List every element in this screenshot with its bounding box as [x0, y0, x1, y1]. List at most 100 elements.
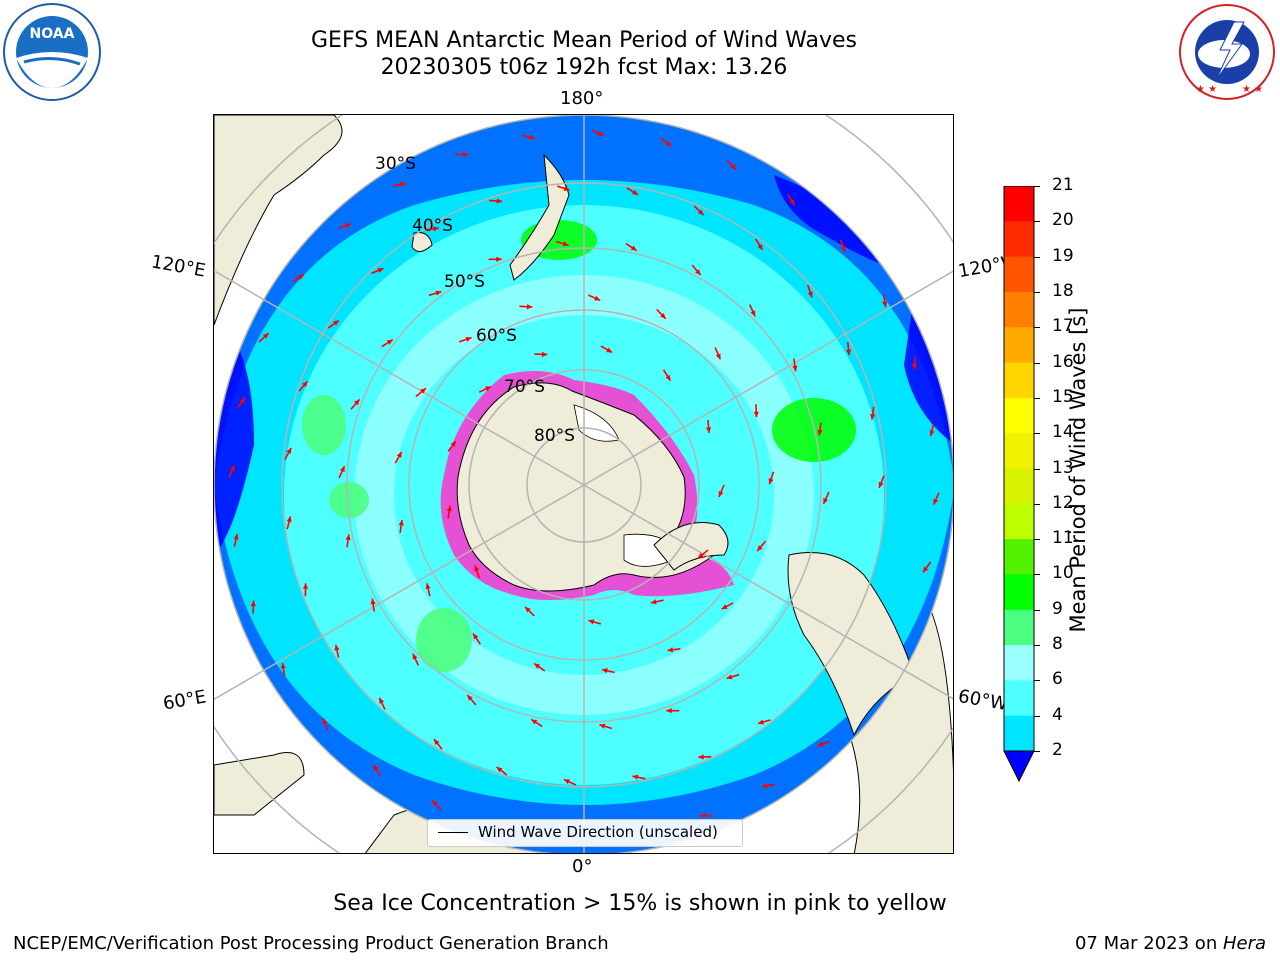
colorbar: [1000, 185, 1040, 786]
wind-arrow-head: [496, 766, 503, 773]
wind-arrow-head: [354, 399, 360, 406]
wind-wave-arrows: [228, 129, 940, 841]
meridian-120w: [583, 270, 953, 486]
noaa-abbr: NOAA: [30, 26, 75, 42]
wind-arrow-head: [698, 754, 704, 760]
wind-arrow-head: [302, 381, 308, 388]
wind-arrow-head: [435, 290, 442, 296]
colorbar-tick-mark: [1034, 291, 1040, 293]
colorbar-tick-mark: [1034, 468, 1040, 470]
lat-label-50s: 50°S: [444, 272, 485, 292]
wind-arrow-head: [666, 708, 672, 714]
meridian-120e: [214, 269, 585, 486]
colorbar-tick-mark: [1034, 433, 1040, 435]
wind-arrow-head: [250, 600, 256, 607]
wind-arrow-head: [594, 295, 601, 301]
wind-arrow-head: [705, 427, 712, 433]
wind-arrow-head: [239, 397, 245, 404]
svg-text:★ ★: ★ ★: [1196, 84, 1217, 95]
land-new-zealand: [509, 153, 570, 281]
colorbar-tick-mark: [1034, 609, 1040, 611]
wind-arrow-head: [599, 723, 606, 729]
colorbar-segment: [1004, 715, 1034, 752]
colorbar-tick-label: 8: [1052, 634, 1063, 655]
wind-arrow-head: [929, 430, 935, 437]
colorbar-under-arrow: [1003, 750, 1035, 783]
wind-arrow-head: [761, 783, 768, 789]
colorbar-tick-mark: [1034, 362, 1040, 364]
colorbar-segment: [1004, 186, 1034, 222]
wind-arrow-head: [667, 647, 674, 653]
wind-arrow-head: [630, 245, 637, 251]
colorbar-tick-mark: [1034, 221, 1040, 223]
wind-arrow-head: [807, 291, 813, 298]
wind-arrow-head: [280, 662, 286, 669]
wind-arrow-head: [474, 565, 480, 572]
wind-arrow-head: [602, 668, 608, 674]
wind-arrow-head: [845, 349, 852, 356]
lon-label-180: 180°: [560, 88, 604, 109]
wind-arrow-head: [298, 274, 305, 280]
noaa-logo: NOAA: [2, 2, 102, 102]
graticule: [214, 115, 953, 853]
wind-arrow-head: [697, 209, 704, 216]
colorbar-tick-mark: [1034, 574, 1040, 576]
colorbar-tick-label: 15: [1052, 386, 1074, 407]
colorbar-segment: [1004, 574, 1034, 611]
colorbar-tick-label: 2: [1052, 740, 1063, 760]
wind-arrow-head: [496, 256, 502, 262]
colorbar-tick-label: 10: [1052, 563, 1074, 584]
wind-arrow-head: [377, 267, 384, 273]
colorbar-tick-mark: [1034, 645, 1040, 647]
wind-arrow-head: [768, 478, 774, 485]
wind-arrow-head: [526, 304, 533, 310]
colorbar-segment: [1004, 680, 1034, 717]
wind-arrow-head: [420, 388, 426, 394]
colorbar-segment: [1004, 256, 1034, 293]
lat-label-80s: 80°S: [534, 426, 575, 446]
colorbar-tick-mark: [1034, 751, 1040, 752]
wind-arrow-head: [370, 598, 376, 605]
wind-arrow-head: [446, 505, 452, 512]
wind-arrow-head: [789, 199, 795, 206]
colorbar-tick-label: 17: [1052, 316, 1074, 337]
meridian-60e: [214, 484, 585, 701]
wind-arrow-head: [632, 774, 639, 780]
colorbar-tick-label: 11: [1052, 528, 1074, 549]
wind-arrow-head: [665, 140, 672, 146]
wind-arrow-head: [923, 566, 929, 573]
wind-arrow-head: [229, 465, 235, 472]
wind-arrow-head: [524, 606, 531, 613]
wind-arrow-head: [339, 466, 345, 473]
colorbar-tick-label: 18: [1052, 280, 1074, 301]
wind-arrow-head: [562, 241, 569, 247]
wind-arrow-head: [345, 534, 351, 541]
lon-label-0: 0°: [572, 856, 593, 877]
wind-arrow-head: [262, 333, 269, 339]
nws-logo: ★ ★ ★ ★: [1176, 2, 1278, 102]
wind-arrow-head: [462, 151, 469, 157]
colorbar-tick-mark: [1034, 503, 1040, 505]
colorbar-segment: [1004, 362, 1034, 399]
wind-arrow-head: [721, 604, 728, 610]
wind-arrow-head: [322, 718, 328, 725]
wind-arrow-head: [665, 374, 671, 381]
patch-green-3: [302, 395, 346, 455]
colorbar-tick-mark: [1034, 539, 1040, 541]
wind-arrow-head: [286, 516, 292, 523]
lat-label-40s: 40°S: [412, 216, 453, 236]
wind-arrow-head: [563, 186, 570, 191]
footer-credit: NCEP/EMC/Verification Post Processing Pr…: [13, 933, 609, 954]
footer-date-text: 07 Mar 2023 on: [1074, 933, 1223, 954]
wind-arrow-head: [534, 663, 541, 669]
colorbar-tick-label: 13: [1052, 457, 1074, 478]
wind-arrow-head: [334, 644, 340, 651]
legend-line-swatch: [438, 832, 468, 833]
wind-arrow-head: [726, 674, 733, 680]
wind-arrow-head: [450, 441, 456, 447]
legend-label: Wind Wave Direction (unscaled): [478, 823, 718, 841]
wind-arrow-head: [817, 429, 823, 436]
colorbar-segment: [1004, 291, 1034, 328]
wind-arrow-head: [432, 800, 438, 807]
colorbar-tick-label: 19: [1052, 245, 1074, 266]
